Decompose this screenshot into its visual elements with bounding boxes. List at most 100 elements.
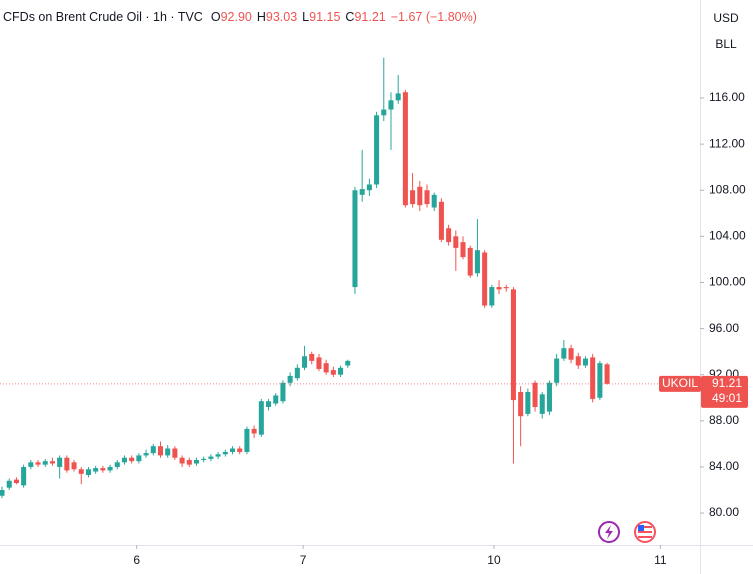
ohlc-value: 93.03	[266, 10, 297, 24]
ohlc-label: L	[302, 10, 309, 24]
candle-body	[93, 468, 99, 472]
ohlc-label: C	[345, 10, 354, 24]
flag-stripe	[638, 526, 652, 528]
unit[interactable]: BLL	[715, 37, 737, 51]
candle-body	[302, 356, 308, 368]
candle-body	[186, 460, 192, 465]
candle-body	[395, 93, 401, 101]
candle-body	[157, 446, 164, 456]
candle-body	[287, 375, 293, 383]
candle-body	[107, 466, 113, 471]
legend-line: CFDs on Brent Crude Oil · 1h · TVC O92.90…	[3, 10, 477, 24]
candle-body	[208, 456, 214, 459]
candle-body	[121, 457, 127, 463]
candle-body	[129, 457, 135, 462]
flash-bolt[interactable]	[605, 525, 613, 539]
currency[interactable]: USD	[713, 11, 739, 25]
plot	[0, 57, 700, 499]
chart-title: CFDs on Brent Crude Oil · 1h · TVC	[3, 10, 203, 24]
candle-body	[453, 236, 459, 248]
candle-body	[201, 458, 207, 461]
candle-body	[237, 448, 243, 452]
x-tick-label: 10	[487, 553, 501, 567]
candle-body	[0, 490, 5, 496]
candle-body	[597, 363, 603, 398]
candle-body	[143, 453, 149, 456]
candle-body	[554, 358, 560, 383]
y-tick-label: 96.00	[709, 321, 739, 335]
candle-body	[503, 287, 509, 289]
candle-body	[352, 190, 358, 288]
y-tick-label: 104.00	[709, 229, 746, 243]
candle-body	[438, 201, 444, 240]
ohlc-label: O	[211, 10, 221, 24]
candle-body	[532, 382, 538, 407]
candle-body	[244, 428, 250, 452]
candle-body	[222, 451, 228, 455]
candle-body	[590, 357, 596, 399]
candle-body	[338, 367, 344, 375]
ohlc-value: 91.21	[354, 10, 385, 24]
candle-body	[258, 401, 264, 435]
candle-body	[35, 462, 41, 465]
candle-body	[172, 448, 178, 458]
candle-body	[280, 382, 286, 402]
symbol-label: UKOIL	[662, 376, 698, 390]
candle-body	[316, 357, 322, 369]
candle-body	[78, 469, 84, 474]
ohlc: O92.90 H93.03 L91.15 C91.21	[211, 10, 386, 24]
candle-body	[366, 184, 372, 191]
candle-body	[460, 242, 466, 258]
currency-button[interactable]	[708, 8, 748, 30]
candle-body	[467, 247, 473, 276]
candle-body	[309, 353, 315, 361]
flag-stripe	[638, 531, 652, 533]
candle-body	[359, 189, 365, 195]
candle-body	[165, 448, 171, 456]
candle-body	[424, 190, 430, 205]
candle-body	[13, 479, 19, 484]
price-tag	[701, 375, 748, 408]
candle-body	[42, 461, 48, 465]
y-tick-label: 84.00	[709, 459, 739, 473]
candle-body	[57, 457, 63, 467]
ohlc-value: 91.15	[309, 10, 340, 24]
candle-body	[150, 446, 156, 454]
candle-body	[6, 480, 12, 488]
ohlc-value: 92.90	[221, 10, 252, 24]
y-tick-label: 108.00	[709, 182, 746, 196]
candle-body	[28, 462, 34, 467]
candle-body	[85, 469, 91, 476]
flag-icon[interactable]	[634, 521, 656, 543]
candle-body	[496, 287, 502, 290]
candle-body	[417, 186, 423, 206]
candle-body	[561, 348, 567, 359]
candle-body	[568, 348, 574, 360]
candle-body	[525, 392, 531, 414]
x-tick-label: 11	[654, 553, 667, 567]
y-tick-label: 116.00	[709, 90, 745, 104]
x-tick-label: 6	[133, 553, 140, 567]
candle-body	[215, 454, 221, 457]
candle-body	[21, 466, 27, 486]
candle-body	[446, 228, 452, 243]
candle-body	[229, 448, 236, 452]
candle-body	[381, 109, 387, 116]
candle-body	[330, 370, 336, 375]
candle-body	[251, 428, 257, 434]
candle-body	[410, 190, 416, 205]
candle-body	[510, 289, 516, 401]
flash-icon[interactable]	[598, 521, 620, 543]
flag-stripe	[638, 536, 652, 538]
candle-body	[64, 457, 70, 471]
candle-body	[482, 252, 488, 306]
candle-body	[136, 455, 142, 462]
candle-body	[604, 364, 610, 384]
candle-body	[374, 115, 380, 185]
ohlc-label: H	[257, 10, 266, 24]
x-tick-label: 7	[300, 553, 307, 567]
candle-body	[582, 358, 588, 366]
